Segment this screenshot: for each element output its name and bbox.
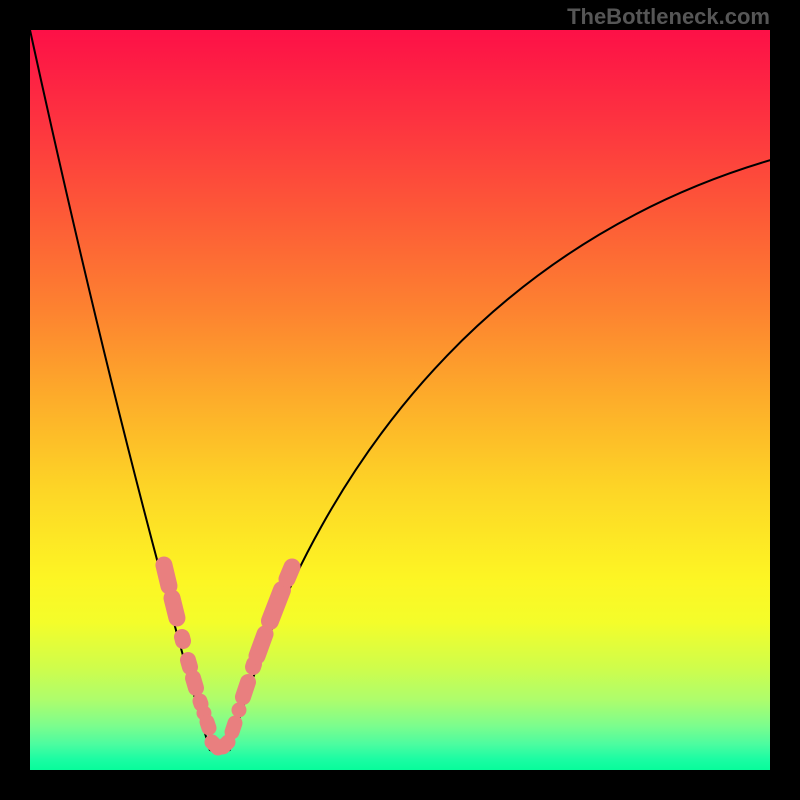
marker-left-capsule xyxy=(182,637,183,641)
marker-bottom-capsule xyxy=(223,742,228,747)
watermark-text: TheBottleneck.com xyxy=(567,4,770,30)
marker-right-capsule xyxy=(243,682,248,697)
marker-left-capsule xyxy=(207,722,209,728)
marker-right-capsule xyxy=(257,634,265,656)
marker-right-capsule xyxy=(232,723,235,732)
marker-left-capsule xyxy=(172,598,177,618)
marker-right-capsule xyxy=(287,567,292,579)
marker-right-capsule xyxy=(253,664,254,667)
marker-left-capsule xyxy=(188,660,190,667)
marker-right-capsule xyxy=(270,590,282,621)
marker-left-capsule xyxy=(193,678,196,688)
plot-svg xyxy=(30,30,770,770)
marker-left-capsule xyxy=(200,701,201,704)
gradient-background xyxy=(30,30,770,770)
marker-left-capsule xyxy=(164,565,169,586)
chart-container: { "canvas": { "width": 800, "height": 80… xyxy=(0,0,800,800)
